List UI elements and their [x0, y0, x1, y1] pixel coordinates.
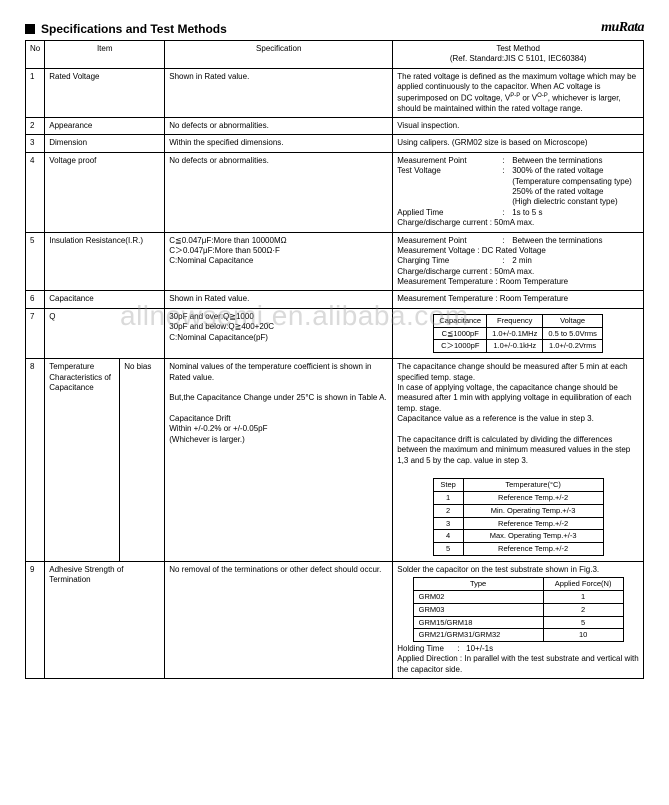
- spec-table: No Item Specification Test Method(Ref. S…: [25, 40, 644, 679]
- step-table: StepTemperature(°C) 1Reference Temp.+/-2…: [433, 478, 604, 556]
- table-row: 5 Insulation Resistance(I.R.) C≦0.047μF:…: [26, 232, 644, 291]
- page-header: Specifications and Test Methods muRata: [25, 20, 644, 36]
- table-row: 8 Temperature Characteristics of Capacit…: [26, 359, 644, 562]
- col-spec: Specification: [165, 41, 393, 69]
- table-row: 6 Capacitance Shown in Rated value. Meas…: [26, 291, 644, 308]
- brand-logo: muRata: [601, 20, 644, 36]
- table-row: 2 Appearance No defects or abnormalities…: [26, 118, 644, 135]
- title-marker: [25, 24, 35, 34]
- table-row: 4 Voltage proof No defects or abnormalit…: [26, 152, 644, 232]
- freq-table: CapacitanceFrequencyVoltage C≦1000pF1.0+…: [433, 314, 602, 353]
- row-item: Rated Voltage: [45, 68, 165, 117]
- table-row: 9 Adhesive Strength of Termination No re…: [26, 561, 644, 678]
- page-title: Specifications and Test Methods: [41, 22, 227, 36]
- table-row: 3 Dimension Within the specified dimensi…: [26, 135, 644, 152]
- row-spec: Shown in Rated value.: [165, 68, 393, 117]
- row-no: 1: [26, 68, 45, 117]
- row-tm: The rated voltage is defined as the maxi…: [393, 68, 644, 117]
- table-row: 1 Rated Voltage Shown in Rated value. Th…: [26, 68, 644, 117]
- col-no: No: [26, 41, 45, 69]
- table-row: 7 Q 30pF and over:Q≧100030pF and below:Q…: [26, 308, 644, 358]
- col-item: Item: [45, 41, 165, 69]
- force-table: TypeApplied Force(N) GRM021 GRM032 GRM15…: [413, 577, 624, 642]
- col-testmethod: Test Method(Ref. Standard:JIS C 5101, IE…: [393, 41, 644, 69]
